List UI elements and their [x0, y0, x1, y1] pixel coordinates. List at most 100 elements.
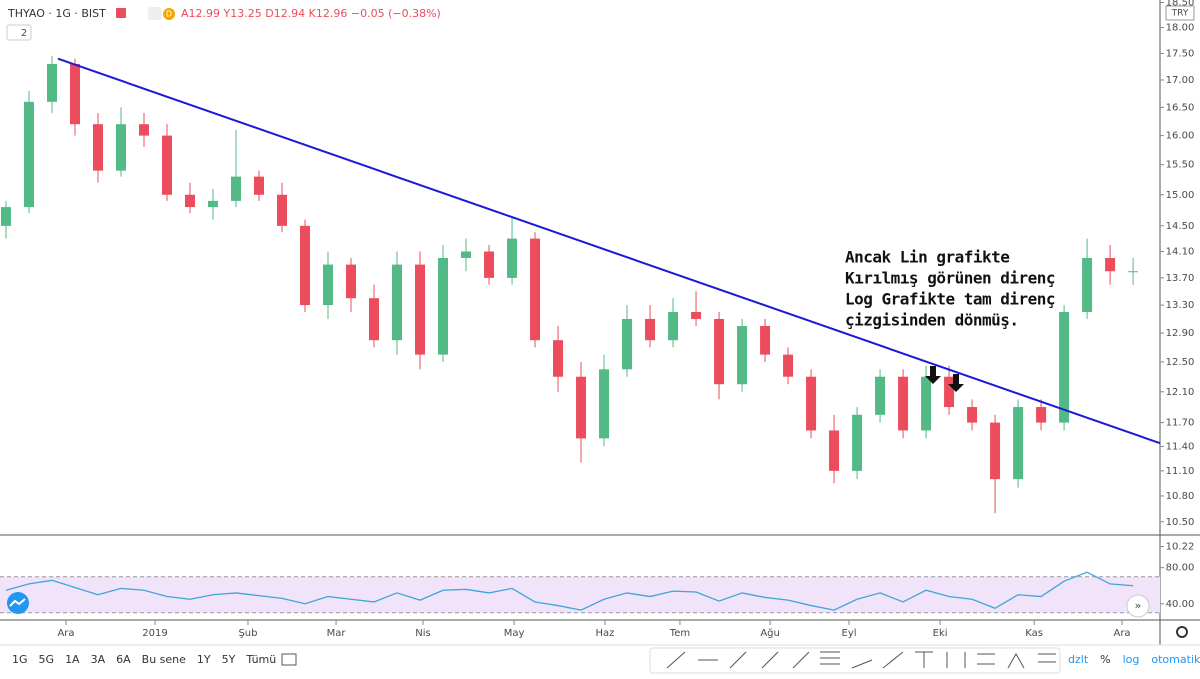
candle-body: [990, 422, 1001, 480]
indicator-count: 2: [21, 28, 27, 39]
candle-body: [346, 264, 357, 299]
indicator-toggle[interactable]: [6, 24, 32, 41]
candle-body: [944, 376, 955, 408]
y-tick-label: 12.10: [1166, 387, 1195, 398]
rsi-line: [5, 571, 1134, 611]
candle-body: [415, 264, 426, 355]
option-button[interactable]: %: [1100, 653, 1110, 666]
settings-icon[interactable]: [1176, 626, 1188, 638]
candle-body: [507, 238, 518, 278]
y-tick-label: 10.80: [1166, 491, 1195, 502]
candle-body: [1036, 407, 1047, 423]
candle-body: [530, 238, 541, 341]
logo: [7, 592, 29, 614]
candle-body: [668, 311, 679, 341]
y-tick-label: 11.40: [1166, 441, 1195, 452]
y-tick-label: 16.00: [1166, 131, 1195, 142]
candle-body: [461, 251, 472, 259]
candle-body: [852, 414, 863, 471]
menu-icon[interactable]: [148, 7, 162, 20]
y-tick-label: 18.50: [1166, 0, 1195, 8]
option-button[interactable]: dzlt: [1068, 653, 1089, 666]
candle-body: [967, 407, 978, 423]
y-tick-label: 18.00: [1166, 23, 1195, 34]
x-tick-label: Ağu: [760, 627, 780, 639]
range-button[interactable]: 1Y: [197, 653, 211, 666]
candle-body: [1105, 258, 1116, 272]
x-tick-label: 2019: [142, 628, 167, 639]
header: THYAO · 1G · BIST D A12.99 Y13.25 D12.94…: [6, 5, 1195, 41]
candle-body: [23, 101, 34, 208]
arrows: [925, 366, 964, 392]
y-tick-label: 12.90: [1166, 328, 1195, 339]
screenshot-icon[interactable]: [281, 653, 297, 666]
arrow: [925, 366, 941, 384]
y-tick-label: 10.50: [1166, 517, 1195, 528]
candle-body: [1013, 407, 1024, 480]
y-tick-label: 13.70: [1166, 273, 1195, 284]
x-tick-label: Nis: [415, 628, 430, 639]
y-tick-label: 11.70: [1166, 418, 1195, 429]
range-button[interactable]: 5G: [39, 653, 55, 666]
candle-body: [161, 135, 172, 195]
range-button[interactable]: 6A: [116, 653, 131, 666]
scroll-button[interactable]: »: [1126, 594, 1150, 618]
badge: [163, 8, 175, 20]
candle-body: [254, 176, 265, 195]
x-tick-label: Haz: [596, 628, 615, 639]
y-tick-label: 13.30: [1166, 300, 1195, 311]
candle-body: [691, 311, 702, 319]
candle-body: [1059, 311, 1070, 423]
y-tick-label: 12.50: [1166, 357, 1195, 368]
annotation: Log Grafikte tam direnç: [845, 290, 1055, 309]
candle-body: [484, 251, 495, 278]
y-tick-label: 80.00: [1166, 563, 1195, 574]
candle-body: [737, 325, 748, 385]
drawing-tools: [649, 647, 1061, 674]
currency: TRY: [1171, 9, 1189, 19]
candle-body: [645, 318, 656, 341]
price-pane: Ara 2019 Şub Mar Nis May Haz Tem Ağu Eyl Eki Kas Ara…: [0, 0, 1194, 639]
candle-body: [115, 124, 126, 171]
trendline: [57, 57, 1161, 445]
y-tick-label: 14.10: [1166, 247, 1195, 258]
candle-body: [760, 325, 771, 355]
range-button[interactable]: Tümü: [245, 653, 276, 666]
range-button[interactable]: 3A: [91, 653, 106, 666]
candle-body: [369, 298, 380, 341]
candle-body: [138, 124, 149, 136]
option-button[interactable]: otomatik: [1151, 653, 1200, 666]
candle-body: [277, 194, 288, 226]
candle-body: [0, 207, 11, 226]
candle-body: [783, 354, 794, 377]
candle-body: [231, 176, 242, 201]
candle-body: [1128, 271, 1139, 273]
x-tick-label: Eyl: [842, 628, 857, 639]
candle-body: [46, 63, 57, 102]
range-button[interactable]: 1G: [12, 653, 28, 666]
option-button[interactable]: log: [1123, 653, 1140, 666]
candle-body: [622, 318, 633, 370]
candle-body: [184, 194, 195, 208]
arrow: [948, 374, 964, 392]
y-tick-label: 10.22: [1166, 542, 1195, 553]
y-tick-label: 11.10: [1166, 466, 1195, 477]
flag-icon[interactable]: [116, 8, 126, 18]
candle-body: [438, 258, 449, 355]
y-tick-label: 17.00: [1166, 75, 1195, 86]
range-button[interactable]: 5Y: [222, 653, 236, 666]
candle-body: [714, 318, 725, 385]
ohlc: A12.99 Y13.25 D12.94 K12.96 −0.05 (−0.38…: [181, 7, 441, 20]
range-button[interactable]: 1A: [65, 653, 80, 666]
y-tick-label: 14.50: [1166, 221, 1195, 232]
candle-body: [392, 264, 403, 341]
candle-body: [323, 264, 334, 306]
x-tick-label: Kas: [1025, 628, 1043, 639]
x-tick-label: Tem: [669, 628, 690, 639]
candle-body: [806, 376, 817, 431]
range-button[interactable]: Bu sene: [142, 653, 186, 666]
y-tick-label: 15.00: [1166, 190, 1195, 201]
candle-body: [300, 225, 311, 306]
